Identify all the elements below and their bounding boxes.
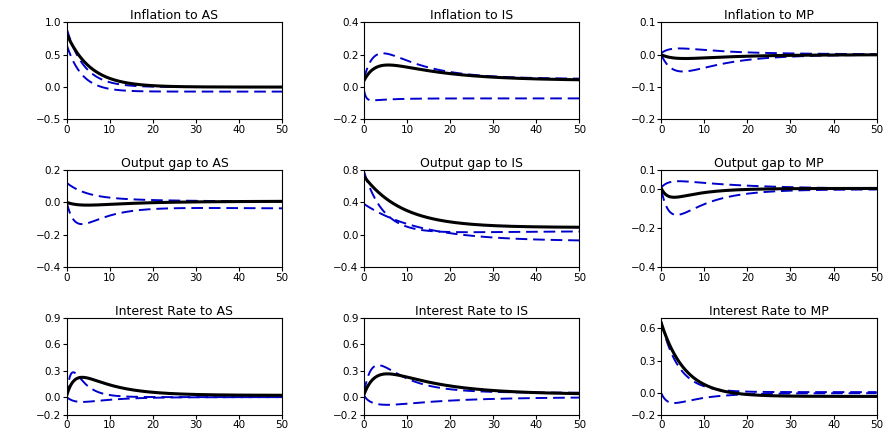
Title: Interest Rate to AS: Interest Rate to AS — [116, 305, 233, 318]
Title: Interest Rate to MP: Interest Rate to MP — [709, 305, 829, 318]
Title: Interest Rate to IS: Interest Rate to IS — [415, 305, 529, 318]
Title: Inflation to MP: Inflation to MP — [724, 9, 813, 22]
Title: Output gap to MP: Output gap to MP — [714, 157, 824, 170]
Title: Output gap to IS: Output gap to IS — [420, 157, 523, 170]
Title: Inflation to AS: Inflation to AS — [131, 9, 219, 22]
Title: Inflation to IS: Inflation to IS — [430, 9, 514, 22]
Title: Output gap to AS: Output gap to AS — [120, 157, 229, 170]
